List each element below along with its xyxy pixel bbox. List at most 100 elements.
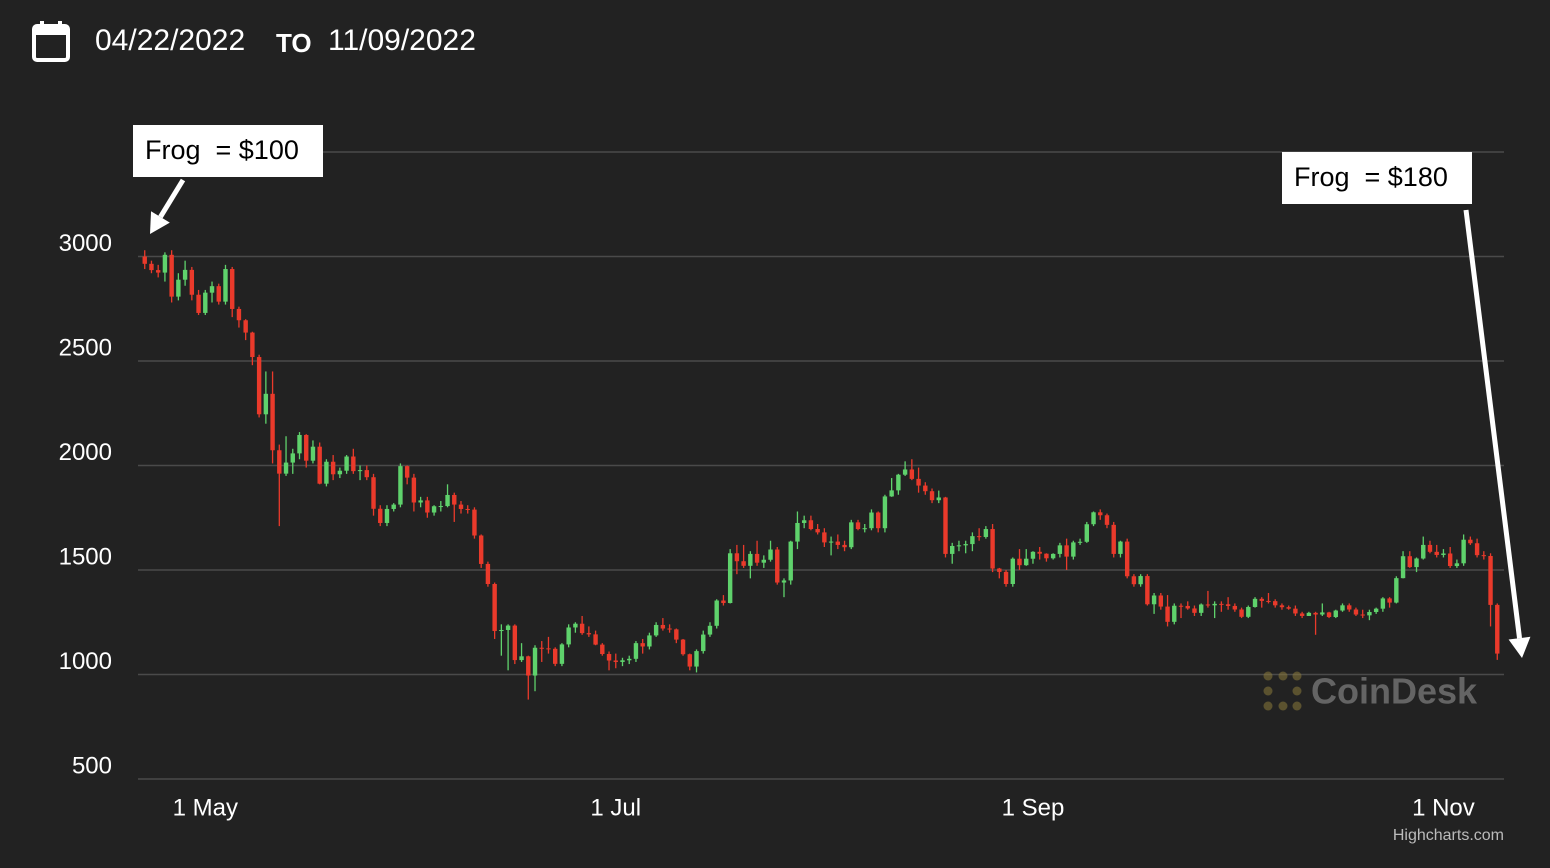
- candle: [660, 618, 666, 631]
- candle: [378, 505, 383, 527]
- candle-body: [1340, 605, 1345, 611]
- candle: [970, 532, 975, 552]
- candle-body: [1178, 605, 1184, 607]
- candle: [1145, 574, 1150, 606]
- candle: [384, 505, 390, 527]
- candle: [1407, 551, 1412, 568]
- candle: [398, 463, 403, 508]
- candle: [936, 490, 941, 504]
- arrow-head: [150, 211, 170, 234]
- candle: [862, 524, 867, 533]
- candle-body: [822, 532, 827, 543]
- candle: [990, 524, 995, 573]
- watermark-dot: [1292, 671, 1302, 681]
- candle-body: [1360, 614, 1365, 616]
- candle-body: [680, 639, 686, 655]
- candle-body: [1098, 512, 1103, 516]
- candle: [808, 515, 814, 531]
- candle-body: [714, 600, 719, 626]
- candle-body: [1017, 558, 1022, 566]
- candle-body: [1252, 598, 1258, 607]
- candle: [465, 505, 470, 514]
- candle-body: [519, 656, 524, 661]
- candle: [364, 465, 369, 481]
- candle-body: [1273, 601, 1278, 606]
- candle-body: [431, 506, 437, 513]
- candle-body: [317, 446, 322, 484]
- candle-body: [263, 393, 269, 415]
- candle: [196, 289, 201, 316]
- candle: [1434, 544, 1439, 558]
- candle-body: [458, 504, 464, 509]
- candle-body: [990, 529, 995, 569]
- candle-body: [142, 256, 147, 264]
- candle: [391, 503, 396, 512]
- candle-body: [889, 490, 894, 497]
- candle: [956, 540, 962, 552]
- annotation-box: [133, 125, 323, 177]
- candle-body: [660, 624, 666, 629]
- candle: [963, 540, 968, 554]
- candle-body: [1468, 539, 1473, 544]
- candle: [1259, 597, 1264, 608]
- candle-body: [169, 254, 174, 297]
- candle-body: [943, 497, 948, 554]
- annotation: Frog = $100: [133, 125, 323, 234]
- candle: [754, 540, 760, 566]
- candle: [1044, 553, 1049, 562]
- candle: [1192, 605, 1197, 616]
- candle-body: [950, 545, 955, 554]
- candle: [828, 536, 834, 556]
- candle-body: [304, 434, 309, 461]
- candle-body: [532, 647, 538, 676]
- candle-body: [418, 500, 423, 503]
- candle-body: [627, 658, 632, 661]
- candle-body: [452, 494, 457, 505]
- candle: [297, 432, 302, 460]
- candle: [1468, 536, 1473, 545]
- candle-body: [203, 292, 208, 313]
- candle-body: [647, 635, 652, 647]
- candle-body: [1124, 541, 1130, 577]
- x-tick-label: 1 Sep: [1002, 794, 1065, 821]
- candle-body: [155, 270, 161, 273]
- annotation-arrow: [1463, 209, 1522, 639]
- candle-body: [1495, 604, 1500, 654]
- candle: [169, 250, 174, 303]
- candle: [283, 436, 289, 476]
- candle-body: [384, 508, 390, 523]
- candle: [1380, 597, 1386, 612]
- candle: [1441, 549, 1446, 558]
- candle: [896, 473, 901, 495]
- candle-body: [1050, 553, 1056, 559]
- candle: [1030, 551, 1036, 564]
- candle-body: [909, 469, 915, 479]
- candle-body: [849, 522, 854, 548]
- candle-body: [1165, 606, 1170, 622]
- candle: [680, 638, 686, 656]
- candle: [1353, 607, 1359, 616]
- candle-body: [357, 470, 363, 472]
- candle-body: [875, 512, 881, 529]
- candle: [357, 465, 363, 481]
- candle: [593, 630, 598, 646]
- annotation-arrow: [158, 178, 186, 219]
- candle-body: [761, 559, 767, 563]
- watermark: CoinDesk: [1263, 671, 1478, 712]
- candle-body: [196, 294, 201, 313]
- candle-body: [1219, 603, 1224, 605]
- candle-body: [882, 496, 888, 529]
- candle: [1057, 542, 1063, 558]
- candle-body: [223, 269, 228, 302]
- candle: [923, 482, 928, 495]
- candle-body: [1434, 551, 1439, 555]
- arrow-head: [1508, 636, 1531, 658]
- candle: [1454, 559, 1460, 568]
- candle-body: [842, 544, 847, 548]
- candle: [815, 524, 820, 535]
- candle: [1286, 605, 1291, 610]
- candle-body: [1414, 558, 1419, 568]
- candle: [519, 643, 524, 662]
- candle-body: [1286, 607, 1291, 609]
